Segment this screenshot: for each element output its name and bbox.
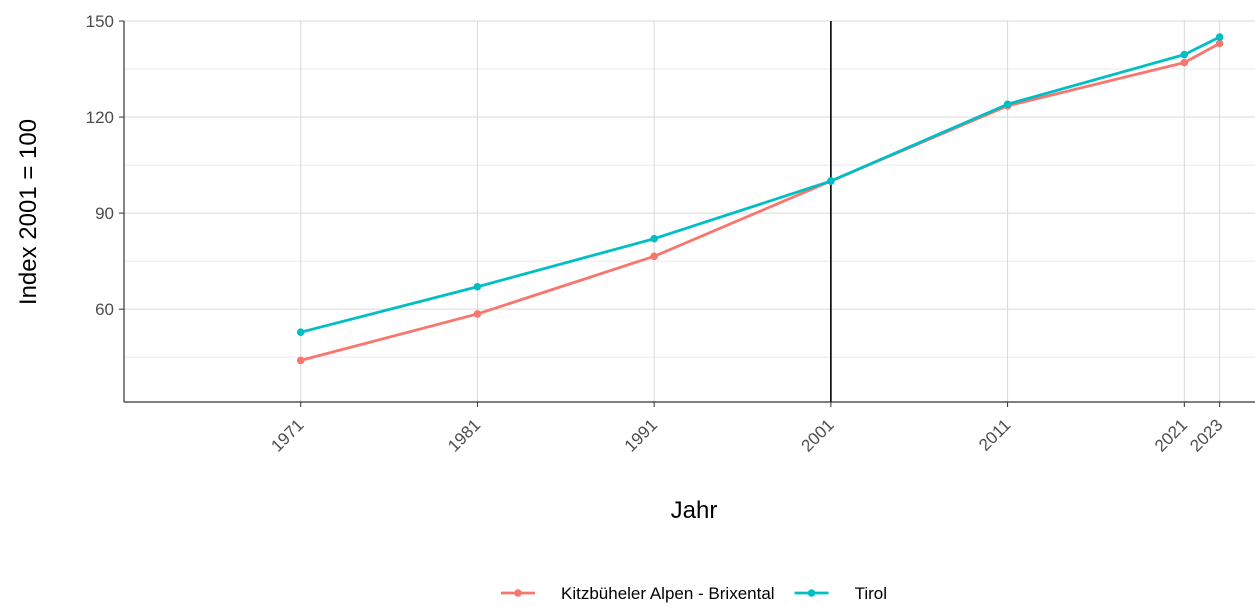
x-axis-title: Jahr <box>671 497 718 524</box>
data-point <box>827 177 835 185</box>
x-tick-label: 1991 <box>621 415 661 455</box>
x-tick-label: 2001 <box>798 415 838 455</box>
x-tick-label: 2011 <box>975 415 1014 454</box>
major-gridlines <box>124 20 1255 402</box>
legend-key-point <box>807 589 816 597</box>
data-point <box>473 282 482 291</box>
minor-gridlines <box>124 68 1255 358</box>
data-point <box>1003 100 1012 109</box>
data-point <box>1215 33 1224 41</box>
legend-label: Kitzbüheler Alpen - Brixental <box>561 584 775 603</box>
x-tick-label: 2021 <box>1151 415 1191 455</box>
data-point <box>650 252 658 261</box>
x-tick-label: 1971 <box>267 415 307 455</box>
data-point <box>296 328 305 337</box>
data-point <box>650 234 658 243</box>
y-tick-label: 150 <box>86 12 114 31</box>
y-axis-title: Index 2001 = 100 <box>15 119 42 305</box>
legend-label: Tirol <box>855 584 887 603</box>
series-line-0 <box>299 42 1222 362</box>
y-tick-label: 60 <box>95 300 114 319</box>
data-point <box>473 310 482 318</box>
legend: Kitzbüheler Alpen - Brixental Tirol <box>501 584 887 603</box>
x-tick-label: 1981 <box>444 415 484 455</box>
series-line-1 <box>299 35 1222 334</box>
y-tick-label: 90 <box>95 204 114 223</box>
y-tick-labels: 60 90 120 150 <box>86 12 114 319</box>
y-tick-label: 120 <box>86 108 114 127</box>
data-point <box>1180 50 1189 59</box>
legend-key-point <box>514 589 522 597</box>
axes-layer <box>119 20 1255 407</box>
series-layer <box>296 33 1224 365</box>
data-point <box>296 356 305 365</box>
data-point <box>1180 58 1189 67</box>
data-point <box>1215 39 1224 48</box>
x-tick-label: 2023 <box>1186 415 1226 455</box>
